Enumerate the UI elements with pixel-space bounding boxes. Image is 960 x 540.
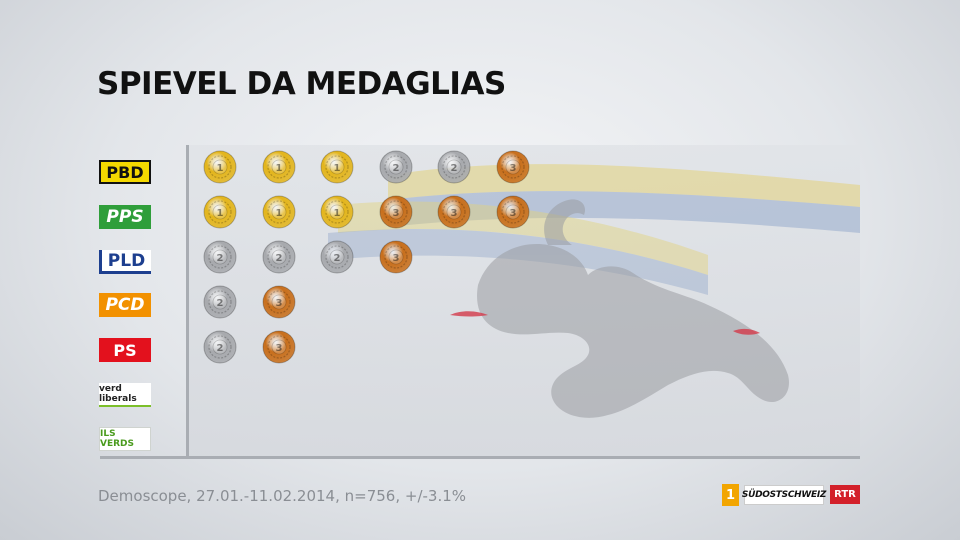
party-logo-pcd: PCD [99, 293, 151, 317]
medal-rank-label: 1 [217, 163, 224, 174]
party-logo-pps: PPS [99, 205, 151, 229]
medal-silver-pbd-5: 2 [437, 150, 471, 184]
medal-rank-label: 2 [451, 163, 458, 174]
medal-silver-pld-3: 2 [320, 240, 354, 274]
party-logo-ps: PS [99, 338, 151, 362]
vertical-axis-line [186, 145, 189, 458]
medal-rank-label: 2 [217, 253, 224, 264]
medal-rank-label: 1 [334, 208, 341, 219]
medal-rank-label: 2 [217, 298, 224, 309]
medal-rank-label: 3 [451, 208, 458, 219]
medal-rank-label: 1 [217, 208, 224, 219]
medal-gold-pbd-3: 1 [320, 150, 354, 184]
medal-rank-label: 2 [392, 163, 399, 174]
medal-silver-pbd-4: 2 [379, 150, 413, 184]
medal-rank-label: 3 [509, 208, 516, 219]
medal-silver-pld-1: 2 [203, 240, 237, 274]
source-note: Demoscope, 27.01.-11.02.2014, n=756, +/-… [98, 487, 467, 505]
medal-silver-pcd-1: 2 [203, 285, 237, 319]
medal-rank-label: 3 [392, 208, 399, 219]
medal-bronze-pps-4: 3 [379, 195, 413, 229]
flag-background [328, 164, 860, 418]
party-logo-pbd: PBD [99, 160, 151, 184]
suedostschweiz-logo: SÜDOSTSCHWEIZ [742, 485, 826, 505]
rtr-logo: RTR [830, 485, 860, 504]
medal-rank-label: 2 [217, 343, 224, 354]
medal-rank-label: 3 [509, 163, 516, 174]
chart-title: SPIEVEL DA MEDAGLIAS [97, 66, 506, 102]
medal-rank-label: 3 [275, 298, 282, 309]
medal-rank-label: 1 [334, 163, 341, 174]
medal-rank-label: 3 [275, 343, 282, 354]
medal-rank-label: 1 [275, 208, 282, 219]
medal-bronze-pld-4: 3 [379, 240, 413, 274]
party-logo-ils-verds: ILS VERDS [99, 427, 151, 451]
medal-rank-label: 2 [275, 253, 282, 264]
rtr-channel-logo: 1 [722, 484, 739, 506]
medal-bronze-pps-5: 3 [437, 195, 471, 229]
medal-silver-ps-1: 2 [203, 330, 237, 364]
medal-rank-label: 3 [392, 253, 399, 264]
medal-silver-pld-2: 2 [262, 240, 296, 274]
horizontal-axis-line [100, 456, 860, 459]
medal-bronze-pcd-2: 3 [262, 285, 296, 319]
medal-bronze-pps-6: 3 [496, 195, 530, 229]
medal-gold-pps-1: 1 [203, 195, 237, 229]
ibex-silhouette-icon [477, 199, 789, 418]
medal-bronze-ps-2: 3 [262, 330, 296, 364]
medal-bronze-pbd-6: 3 [496, 150, 530, 184]
medal-rank-label: 2 [334, 253, 341, 264]
medal-gold-pbd-2: 1 [262, 150, 296, 184]
medal-panel [188, 145, 860, 457]
medal-gold-pps-2: 1 [262, 195, 296, 229]
party-logo-verd-liberals: verd liberals [99, 383, 151, 407]
party-logo-pld: PLD [99, 250, 151, 274]
medal-gold-pbd-1: 1 [203, 150, 237, 184]
medal-gold-pps-3: 1 [320, 195, 354, 229]
medal-rank-label: 1 [275, 163, 282, 174]
